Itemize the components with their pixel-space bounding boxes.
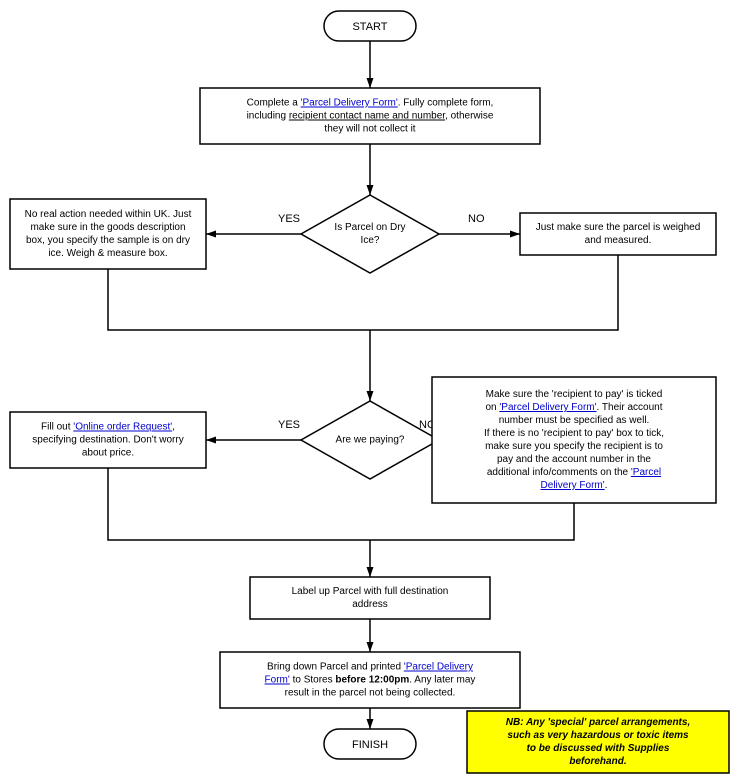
terminator-label: START <box>352 21 387 33</box>
text-line: result in the parcel not being collected… <box>285 688 456 699</box>
node-yes1: No real action needed within UK. Just mak… <box>10 199 206 269</box>
node-step5: Bring down Parcel and printed 'Parcel De… <box>220 652 520 708</box>
text-line: Ice? <box>361 235 380 246</box>
text-line: such as very hazardous or toxic items <box>507 730 689 741</box>
e-dec1-no1-h-label: NO <box>468 213 485 225</box>
node-dec2: Are we paying? <box>301 401 439 479</box>
text-line: Are we paying? <box>336 435 405 446</box>
node-yes2: Fill out 'Online order Request', specifyi… <box>10 412 206 468</box>
text-line: If there is no 'recipient to pay' box to… <box>484 428 664 439</box>
node-no2: Make sure the 'recipient to pay' is tick… <box>432 377 716 503</box>
text-line: Is Parcel on Dry <box>334 222 405 233</box>
node-finish: FINISH <box>324 729 416 759</box>
text-line: about price. <box>82 448 134 459</box>
text-line: Make sure the 'recipient to pay' is tick… <box>486 389 663 400</box>
node-step1: Complete a 'Parcel Delivery Form'. Fully… <box>200 88 540 144</box>
text-line: make sure you specify the recipient is t… <box>485 441 663 452</box>
text-line: Bring down Parcel and printed 'Parcel De… <box>267 662 473 673</box>
text-line: including recipient contact name and num… <box>247 111 494 122</box>
text-line: NB: Any 'special' parcel arrangements, <box>506 717 690 728</box>
text-line: and measured. <box>585 235 652 246</box>
text-line: to be discussed with Supplies <box>527 743 670 754</box>
text-line: they will not collect it <box>324 124 415 135</box>
e-dec2-yes2-h-label: YES <box>278 419 300 431</box>
text-line: Delivery Form'. <box>541 480 608 491</box>
text-line: No real action needed within UK. Just <box>25 209 192 220</box>
text-line: Just make sure the parcel is weighed <box>536 222 701 233</box>
text-line: box, you specify the sample is on dry <box>26 235 190 246</box>
text-line: Form' to Stores before 12:00pm. Any late… <box>265 675 476 686</box>
e-dec1-yes1-h-label: YES <box>278 213 300 225</box>
text-line: beforehand. <box>569 756 626 767</box>
text-line: Fill out 'Online order Request', <box>41 422 175 433</box>
text-line: make sure in the goods description <box>30 222 185 233</box>
terminator-label: FINISH <box>352 739 388 751</box>
text-line: on 'Parcel Delivery Form'. Their account <box>485 402 662 413</box>
text-line: additional info/comments on the 'Parcel <box>487 467 661 478</box>
node-dec1: Is Parcel on Dry Ice? <box>301 195 439 273</box>
text-line: specifying destination. Don't worry <box>32 435 183 446</box>
text-line: address <box>352 599 388 610</box>
node-start: START <box>324 11 416 41</box>
node-step4: Label up Parcel with full destination add… <box>250 577 490 619</box>
text-line: Label up Parcel with full destination <box>292 586 449 597</box>
text-line: ice. Weigh & measure box. <box>48 248 167 259</box>
node-note: NB: Any 'special' parcel arrangements, su… <box>467 711 729 773</box>
text-line: Complete a 'Parcel Delivery Form'. Fully… <box>247 98 494 109</box>
text-line: number must be specified as well. <box>499 415 650 426</box>
text-line: pay and the account number in the <box>497 454 651 465</box>
node-no1: Just make sure the parcel is weighed and … <box>520 213 716 255</box>
